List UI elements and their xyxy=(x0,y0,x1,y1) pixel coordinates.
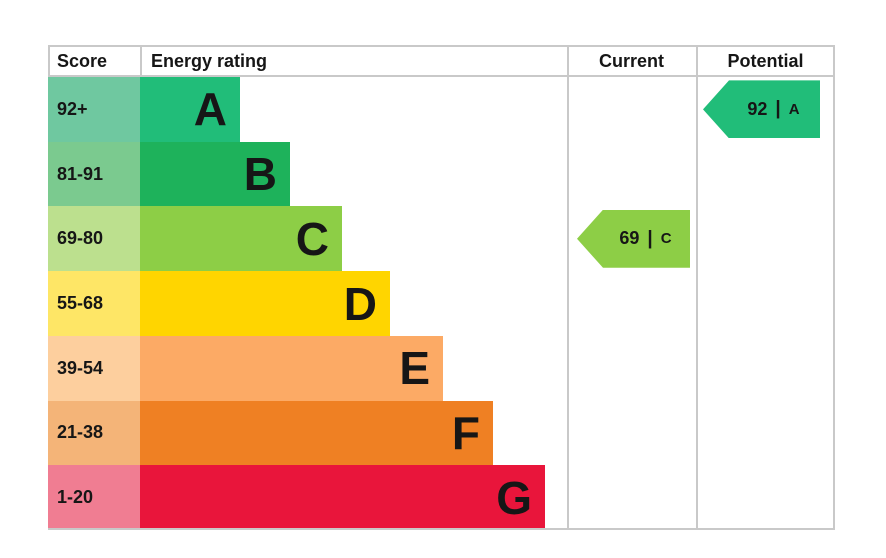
band-letter: F xyxy=(451,406,480,459)
band-row: 55-68 D xyxy=(48,271,835,336)
band-rows: 92+ A 81-91 B 69-80 C 55-68 D 39-54 E 21… xyxy=(48,77,835,531)
band-row: 81-91 B xyxy=(48,141,835,207)
band-score-range: 39-54 xyxy=(48,335,140,401)
current-rating-arrow: 69 | C xyxy=(577,209,690,268)
table-bottom-border xyxy=(48,528,835,530)
band-score-range: 21-38 xyxy=(48,400,140,466)
epc-table: Score Energy rating Current Potential 92… xyxy=(48,45,835,531)
band-row: 1-20 G xyxy=(48,465,835,531)
band-row: 21-38 F xyxy=(48,400,835,466)
band-letter: E xyxy=(399,342,430,395)
band-bar: G xyxy=(140,465,545,531)
table-header: Score Energy rating Current Potential xyxy=(48,45,835,77)
band-row: 92+ A xyxy=(48,77,835,142)
band-score-range: 92+ xyxy=(48,77,140,142)
header-potential: Potential xyxy=(727,50,804,71)
header-left-border xyxy=(48,45,50,77)
table-right-border xyxy=(833,45,835,530)
potential-separator: | xyxy=(775,98,781,120)
potential-rating-letter: A xyxy=(788,100,800,118)
band-bar: C xyxy=(140,206,342,272)
band-letter: B xyxy=(243,148,277,201)
potential-column-divider xyxy=(696,45,698,530)
header-score: Score xyxy=(57,50,108,71)
band-bar: E xyxy=(140,335,443,401)
score-column-divider xyxy=(140,45,142,77)
band-letter: G xyxy=(496,471,532,524)
potential-rating-arrow: 92 | A xyxy=(703,80,820,139)
band-bar: F xyxy=(140,400,493,466)
potential-score-value: 92 xyxy=(747,98,768,119)
band-score-range: 55-68 xyxy=(48,271,140,336)
band-score-range: 1-20 xyxy=(48,465,140,531)
band-row: 39-54 E xyxy=(48,335,835,401)
band-score-range: 81-91 xyxy=(48,141,140,207)
current-score-value: 69 xyxy=(619,228,640,249)
current-rating-letter: C xyxy=(660,230,672,248)
band-bar: B xyxy=(140,141,290,207)
header-energy-rating: Energy rating xyxy=(151,50,268,71)
band-row: 69-80 C xyxy=(48,206,835,272)
current-column-divider xyxy=(567,45,569,530)
table-top-border xyxy=(48,45,835,47)
band-letter: D xyxy=(343,277,377,330)
current-separator: | xyxy=(647,227,653,249)
header-bottom-border xyxy=(48,75,835,77)
band-letter: C xyxy=(295,212,329,265)
band-bar: D xyxy=(140,271,390,336)
header-current: Current xyxy=(598,50,664,71)
band-score-range: 69-80 xyxy=(48,206,140,272)
band-bar: A xyxy=(140,77,240,142)
band-letter: A xyxy=(193,83,227,136)
